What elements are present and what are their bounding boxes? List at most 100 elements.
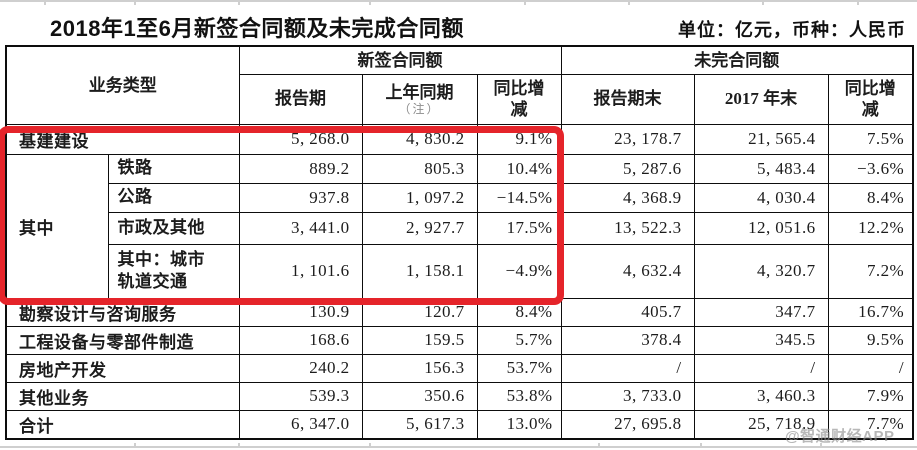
row-label: 其他业务	[5, 381, 240, 411]
cell-uncompleted-report: 378.4	[560, 325, 695, 355]
cell-new-prior: 350.6	[361, 381, 478, 411]
cell-new-report: 937.8	[238, 182, 363, 213]
grid-remnant-tick	[238, 443, 240, 448]
table-row-railway: 其中 铁路 889.2 805.3 10.4% 5, 287.6 5, 483.…	[5, 153, 914, 299]
page-title: 2018年1至6月新签合同额及未完成合同额	[50, 16, 464, 41]
cell-uncompleted-yoy: 16.7%	[827, 297, 914, 327]
row-label-line2: 轨道交通	[117, 272, 188, 291]
header-prior-year-note: （注）	[398, 102, 441, 117]
cell-new-report: 3, 441.0	[238, 211, 363, 245]
cell-new-yoy: −14.5%	[476, 182, 562, 213]
cell-new-yoy: 13.0%	[476, 409, 562, 440]
grid-remnant-tick	[134, 443, 136, 448]
header-report-period-end: 报告期末	[560, 73, 695, 125]
cell-uncompleted-yoy: /	[827, 353, 914, 383]
cell-uncompleted-yoy: 8.4%	[827, 182, 914, 213]
table-row-real-estate: 房地产开发 240.2 156.3 53.7% / / /	[5, 353, 914, 383]
cell-uncompleted-report: 3, 733.0	[560, 381, 695, 411]
header-row-subcolumns: 报告期 上年同期 （注） 同比增减 报告期末 2017 年末 同比增减	[6, 73, 914, 125]
cell-uncompleted-yoy: 7.7%	[827, 409, 914, 440]
header-prior-year: 上年同期 （注）	[361, 73, 478, 125]
cell-new-report: 5, 268.0	[238, 123, 363, 155]
cell-new-report: 240.2	[238, 353, 363, 383]
row-label: 铁路	[107, 153, 240, 184]
cell-new-yoy: 53.8%	[476, 381, 562, 411]
cell-uncompleted-report: 13, 522.3	[560, 211, 695, 245]
cell-new-report: 168.6	[238, 325, 363, 355]
cell-uncompleted-report: 405.7	[560, 297, 695, 327]
cell-new-yoy: 5.7%	[476, 325, 562, 355]
table-row-municipal-other: 市政及其他 3, 441.0 2, 927.7 17.5% 13, 522.3 …	[6, 211, 914, 245]
cell-new-prior: 159.5	[361, 325, 478, 355]
contracts-table: 业务类型 新签合同额 未完合同额 报告期 上年同期 （注） 同比增减 报告期末 …	[5, 45, 915, 440]
header-yoy-change-new-label: 同比增减	[493, 78, 545, 119]
cell-new-yoy: 8.4%	[476, 297, 562, 327]
cell-uncompleted-report: 27, 695.8	[560, 409, 695, 440]
cell-uncompleted-2017: 4, 030.4	[693, 182, 829, 213]
header-yoy-change-uncompleted-label: 同比增减	[844, 78, 896, 119]
cell-uncompleted-2017: 5, 483.4	[693, 153, 829, 184]
cell-uncompleted-2017: 3, 460.3	[693, 381, 829, 411]
grid-remnant-tick	[628, 0, 630, 5]
table-row-urban-rail-transit: 其中：城市 轨道交通 1, 101.6 1, 158.1 −4.9% 4, 63…	[6, 243, 914, 299]
cell-new-yoy: 10.4%	[476, 153, 562, 184]
cell-new-prior: 1, 097.2	[361, 182, 478, 213]
table-row-equipment-parts-manufacturing: 工程设备与零部件制造 168.6 159.5 5.7% 378.4 345.5 …	[5, 325, 914, 355]
header-prior-year-label: 上年同期	[385, 82, 454, 102]
cell-new-prior: 156.3	[361, 353, 478, 383]
row-label-line1: 其中：城市	[117, 249, 205, 269]
cell-new-yoy: 53.7%	[476, 353, 562, 383]
header-report-period-label: 报告期	[275, 89, 326, 109]
cell-uncompleted-2017: /	[693, 353, 829, 383]
grid-remnant-tick	[44, 0, 46, 5]
header-report-period: 报告期	[238, 73, 363, 125]
cell-new-yoy: 9.1%	[476, 123, 562, 155]
cell-new-prior: 2, 927.7	[361, 211, 478, 245]
cell-new-yoy: 17.5%	[476, 211, 562, 245]
row-label: 基建建设	[5, 123, 240, 155]
row-label: 房地产开发	[5, 353, 240, 383]
row-label: 合计	[5, 409, 240, 440]
cell-uncompleted-yoy: 7.2%	[827, 243, 914, 299]
header-yoy-change-new: 同比增减	[476, 73, 562, 125]
cell-new-prior: 1, 158.1	[361, 243, 478, 299]
table-row-other-business: 其他业务 539.3 350.6 53.8% 3, 733.0 3, 460.3…	[5, 381, 914, 411]
grid-remnant-tick	[820, 443, 822, 448]
cell-uncompleted-report: /	[560, 353, 695, 383]
header-yoy-change-uncompleted: 同比增减	[827, 73, 914, 125]
grid-remnant-line-bottom	[0, 446, 917, 448]
unit-currency-note: 单位：亿元，币种：人民币	[678, 20, 906, 40]
row-label: 工程设备与零部件制造	[5, 325, 240, 355]
cell-uncompleted-yoy: −3.6%	[827, 153, 914, 184]
grid-remnant-line-top	[0, 0, 917, 2]
cell-new-report: 6, 347.0	[238, 409, 363, 440]
cell-uncompleted-2017: 12, 051.6	[693, 211, 829, 245]
row-group-label: 其中	[5, 153, 109, 299]
grid-remnant-tick	[762, 0, 764, 5]
grid-remnant-tick	[134, 0, 136, 5]
table-row-total: 合计 6, 347.0 5, 617.3 13.0% 27, 695.8 25,…	[5, 409, 914, 440]
cell-uncompleted-2017: 347.7	[693, 297, 829, 327]
table-row-highway: 公路 937.8 1, 097.2 −14.5% 4, 368.9 4, 030…	[6, 182, 914, 213]
watermark: @智通财经APP	[785, 428, 895, 445]
cell-uncompleted-report: 4, 368.9	[560, 182, 695, 213]
grid-remnant-tick	[238, 0, 240, 5]
row-label: 勘察设计与咨询服务	[5, 297, 240, 327]
grid-remnant-tick	[700, 443, 702, 448]
cell-uncompleted-2017: 4, 320.7	[693, 243, 829, 299]
grid-remnant-tick	[524, 0, 526, 5]
cell-uncompleted-report: 5, 287.6	[560, 153, 695, 184]
cell-uncompleted-2017: 21, 565.4	[693, 123, 829, 155]
grid-remnant-tick	[369, 0, 371, 5]
row-label: 其中：城市 轨道交通	[107, 243, 240, 299]
cell-new-prior: 4, 830.2	[361, 123, 478, 155]
header-new-contracts: 新签合同额	[238, 45, 562, 75]
header-report-period-end-label: 报告期末	[593, 89, 662, 109]
cell-new-report: 130.9	[238, 297, 363, 327]
header-row-groups: 业务类型 新签合同额 未完合同额	[5, 45, 914, 125]
cell-uncompleted-yoy: 7.5%	[827, 123, 914, 155]
row-label: 市政及其他	[107, 211, 240, 245]
grid-remnant-tick	[369, 443, 371, 448]
cell-new-yoy: −4.9%	[476, 243, 562, 299]
